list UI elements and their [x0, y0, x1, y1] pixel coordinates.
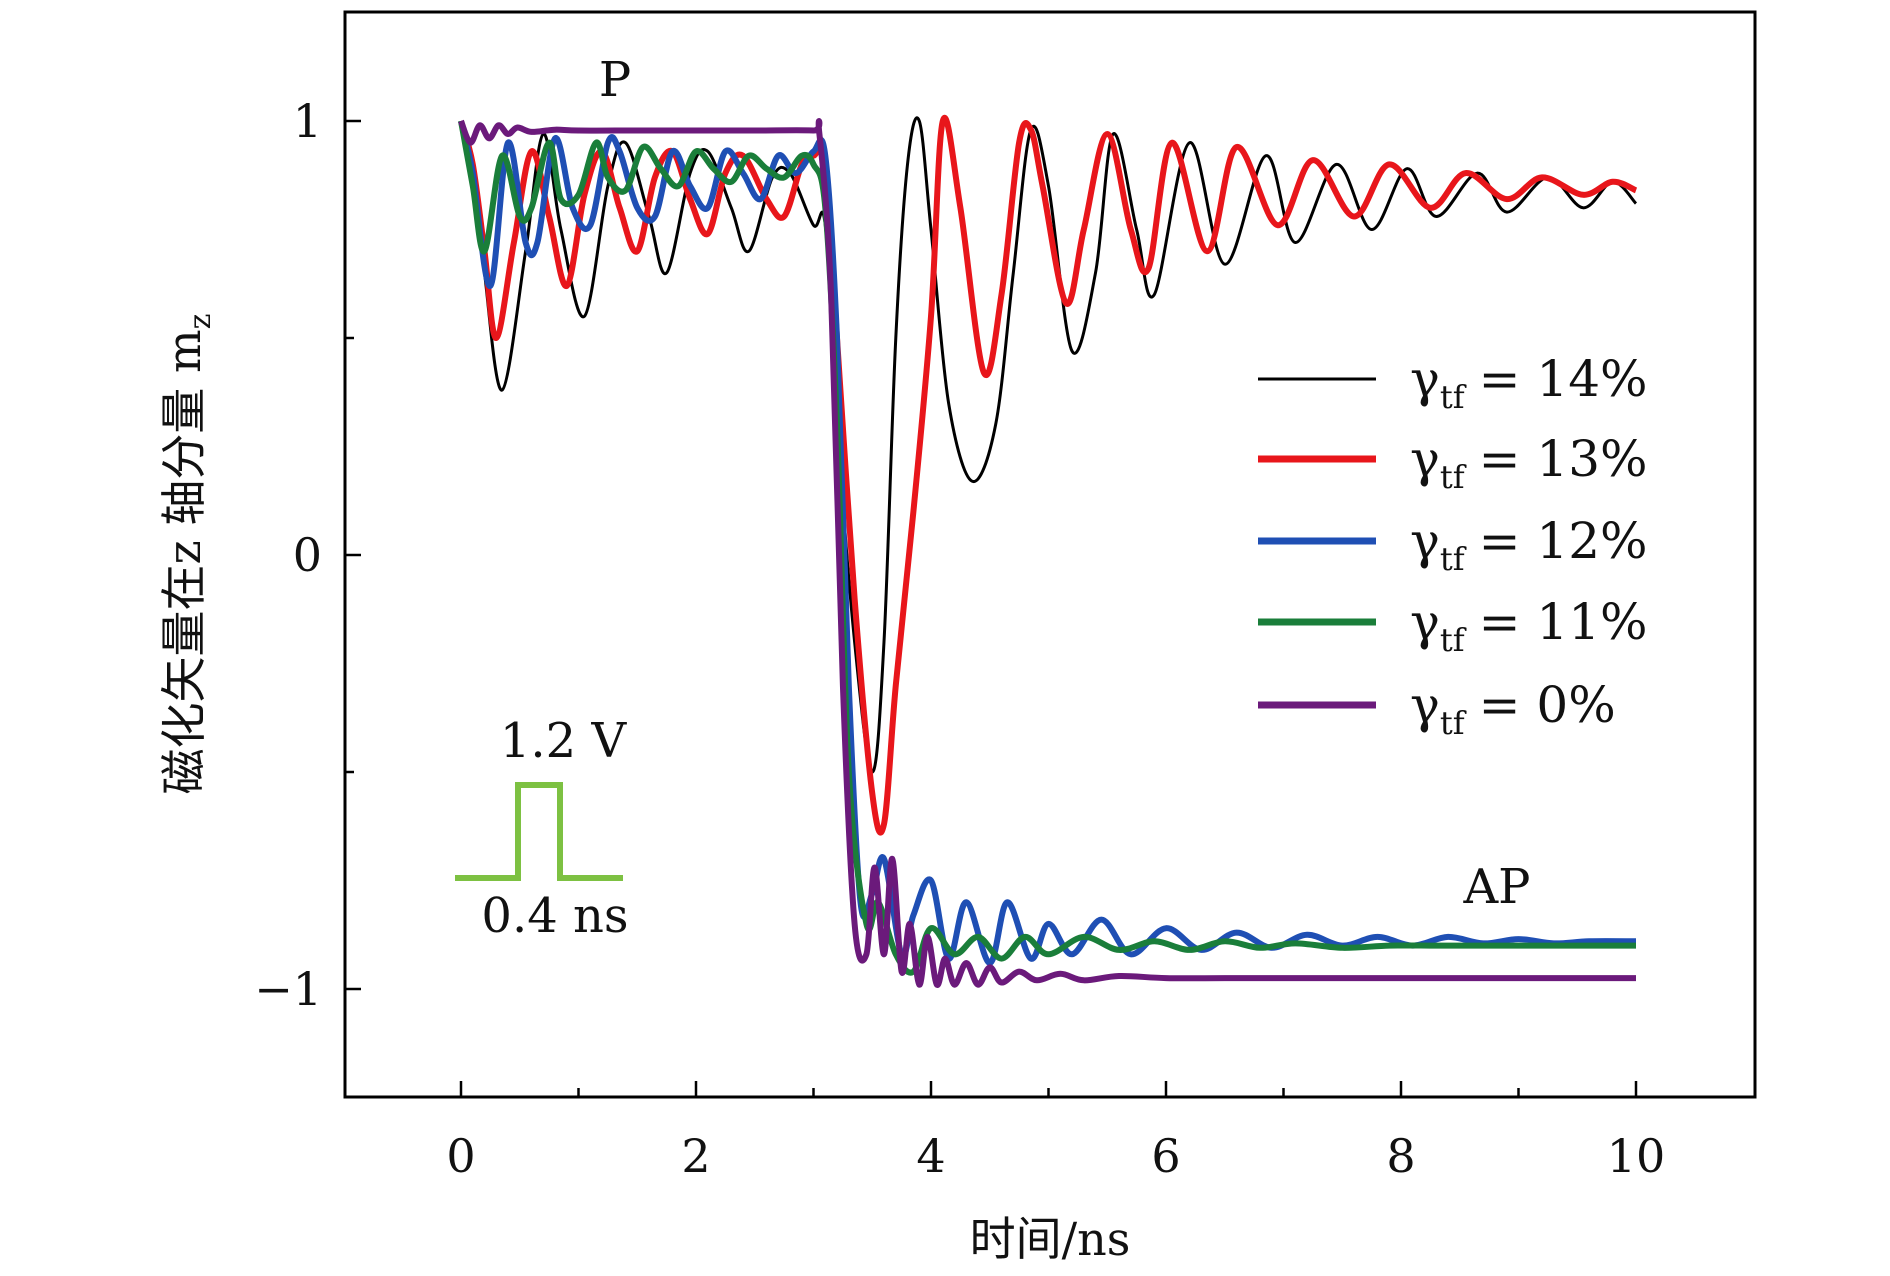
- x-tick-label: 10: [1607, 1129, 1666, 1183]
- series-layer: [458, 115, 1638, 988]
- legend-symbol: γ: [1410, 593, 1440, 651]
- legend-label-0: γtf = 14%: [1410, 350, 1648, 416]
- legend-symbol: γ: [1410, 512, 1440, 570]
- legend: γtf = 14% γtf = 13% γtf = 12% γtf = 11% γtf =…: [1258, 350, 1648, 742]
- legend-label-4: γtf = 0%: [1410, 676, 1616, 742]
- pulse-width-label: 0.4 ns: [481, 888, 628, 944]
- x-tick-label: 2: [681, 1129, 710, 1183]
- legend-sub: tf: [1440, 458, 1467, 496]
- legend-eq: = 11%: [1479, 593, 1648, 651]
- legend-sub: tf: [1440, 540, 1467, 578]
- p-state-label: P: [599, 52, 631, 108]
- legend-sub: tf: [1440, 378, 1467, 416]
- legend-sub: tf: [1440, 704, 1467, 742]
- legend-eq: = 13%: [1479, 430, 1648, 488]
- axis-ticks: [345, 119, 1638, 1097]
- y-axis-title: 磁化矢量在z 轴分量 mz: [157, 314, 218, 795]
- voltage-pulse-icon: [455, 782, 623, 881]
- legend-eq: = 14%: [1479, 350, 1648, 408]
- series-line-0: [459, 116, 1638, 774]
- y-tick-label: 1: [293, 94, 322, 148]
- legend-label-1: γtf = 13%: [1410, 430, 1648, 496]
- legend-symbol: γ: [1410, 676, 1440, 734]
- legend-symbol: γ: [1410, 350, 1440, 408]
- legend-sub: tf: [1440, 621, 1467, 659]
- x-axis-title: 时间/ns: [970, 1212, 1131, 1266]
- legend-label-2: γtf = 12%: [1410, 512, 1648, 578]
- y-tick-label: 0: [293, 528, 322, 582]
- legend-eq: = 12%: [1479, 512, 1648, 570]
- y-axis-title-sub: z: [183, 314, 218, 330]
- y-tick-labels: −1 0 1: [254, 94, 322, 1016]
- series-line-4: [458, 118, 1636, 988]
- x-tick-labels: 0 2 4 6 8 10: [446, 1129, 1665, 1183]
- y-axis-title-group: 磁化矢量在z 轴分量 mz: [157, 314, 218, 795]
- y-tick-label: −1: [254, 962, 322, 1016]
- x-tick-label: 4: [916, 1129, 945, 1183]
- legend-symbol: γ: [1410, 430, 1440, 488]
- x-tick-label: 0: [446, 1129, 475, 1183]
- x-tick-label: 6: [1151, 1129, 1180, 1183]
- y-axis-title-main: 磁化矢量在z 轴分量 m: [157, 329, 211, 794]
- ap-state-label: AP: [1463, 859, 1531, 915]
- pulse-voltage-label: 1.2 V: [500, 713, 628, 769]
- legend-label-3: γtf = 11%: [1410, 593, 1648, 659]
- legend-eq: = 0%: [1479, 676, 1616, 734]
- x-tick-label: 8: [1386, 1129, 1415, 1183]
